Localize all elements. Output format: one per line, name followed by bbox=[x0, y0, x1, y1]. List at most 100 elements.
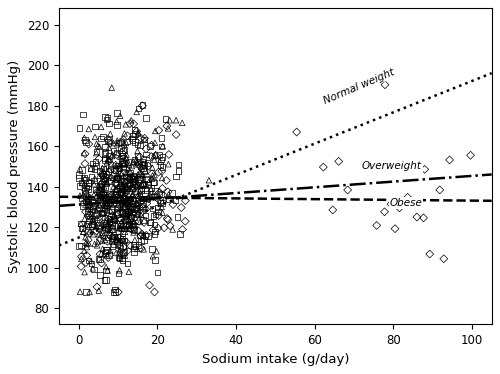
Point bbox=[142, 115, 150, 121]
Point bbox=[146, 282, 154, 288]
Point bbox=[94, 256, 102, 262]
Point bbox=[138, 102, 146, 108]
Point bbox=[108, 196, 116, 202]
Point bbox=[139, 165, 147, 171]
Point bbox=[112, 289, 120, 295]
Point bbox=[136, 188, 143, 194]
Point bbox=[130, 201, 138, 207]
Point bbox=[118, 195, 126, 201]
Point bbox=[156, 162, 164, 168]
Point bbox=[142, 168, 150, 174]
Point bbox=[125, 269, 133, 275]
Point bbox=[168, 190, 176, 196]
Point bbox=[114, 196, 122, 202]
Point bbox=[176, 231, 184, 237]
Point bbox=[106, 137, 114, 143]
Point bbox=[94, 288, 102, 294]
Point bbox=[121, 229, 129, 235]
Point bbox=[92, 159, 100, 165]
Point bbox=[129, 191, 137, 197]
Point bbox=[120, 131, 128, 137]
Point bbox=[92, 223, 100, 229]
Point bbox=[76, 183, 84, 189]
Point bbox=[102, 116, 110, 122]
Point bbox=[124, 174, 132, 180]
Point bbox=[85, 214, 93, 220]
Point bbox=[104, 238, 112, 244]
Point bbox=[169, 202, 177, 208]
Point bbox=[112, 162, 120, 168]
Point bbox=[122, 211, 130, 217]
Point bbox=[122, 185, 130, 191]
Point bbox=[113, 188, 121, 194]
Point bbox=[124, 211, 132, 217]
Point bbox=[114, 202, 122, 208]
Point bbox=[125, 221, 133, 227]
Point bbox=[137, 187, 145, 193]
Point bbox=[380, 209, 388, 215]
Point bbox=[110, 148, 118, 154]
Point bbox=[436, 187, 444, 193]
Point bbox=[100, 200, 108, 206]
Point bbox=[137, 172, 145, 178]
Point bbox=[106, 248, 114, 254]
Point bbox=[120, 186, 128, 192]
Point bbox=[120, 172, 128, 178]
Point bbox=[128, 203, 136, 209]
Point bbox=[132, 206, 140, 212]
Point bbox=[140, 181, 147, 187]
Point bbox=[154, 212, 162, 218]
Text: Overweight: Overweight bbox=[362, 162, 422, 171]
Point bbox=[99, 172, 107, 178]
Point bbox=[124, 261, 132, 267]
Point bbox=[78, 167, 86, 173]
Point bbox=[95, 205, 103, 211]
Point bbox=[413, 214, 421, 220]
Point bbox=[164, 189, 172, 195]
Point bbox=[80, 135, 88, 141]
Point bbox=[93, 215, 101, 221]
Point bbox=[116, 209, 124, 215]
Point bbox=[151, 140, 159, 146]
Point bbox=[146, 219, 154, 225]
Point bbox=[120, 186, 128, 191]
Point bbox=[134, 129, 142, 135]
Point bbox=[127, 117, 135, 123]
Point bbox=[102, 202, 110, 208]
Point bbox=[158, 200, 166, 206]
Point bbox=[96, 173, 104, 179]
Point bbox=[76, 166, 84, 172]
Point bbox=[82, 234, 90, 240]
Point bbox=[130, 176, 138, 182]
Point bbox=[174, 214, 182, 220]
Point bbox=[112, 192, 120, 198]
Point bbox=[78, 256, 86, 262]
Point bbox=[80, 185, 88, 191]
Point bbox=[157, 156, 165, 162]
Point bbox=[112, 150, 120, 156]
Point bbox=[116, 223, 124, 229]
Point bbox=[76, 172, 84, 178]
Point bbox=[98, 181, 106, 187]
Point bbox=[118, 150, 126, 156]
Point bbox=[131, 206, 139, 212]
Point bbox=[98, 246, 106, 252]
Text: Normal weight: Normal weight bbox=[322, 67, 396, 105]
Point bbox=[110, 212, 118, 218]
Point bbox=[75, 243, 83, 249]
Point bbox=[84, 221, 92, 227]
X-axis label: Sodium intake (g/day): Sodium intake (g/day) bbox=[202, 353, 349, 366]
Point bbox=[128, 198, 136, 204]
Point bbox=[139, 217, 147, 223]
Point bbox=[128, 176, 136, 182]
Point bbox=[334, 158, 342, 164]
Point bbox=[142, 212, 150, 218]
Point bbox=[130, 249, 138, 255]
Point bbox=[104, 221, 112, 227]
Point bbox=[96, 224, 104, 230]
Point bbox=[134, 131, 142, 137]
Point bbox=[101, 214, 109, 220]
Point bbox=[114, 198, 122, 204]
Point bbox=[98, 211, 106, 217]
Point bbox=[101, 177, 109, 183]
